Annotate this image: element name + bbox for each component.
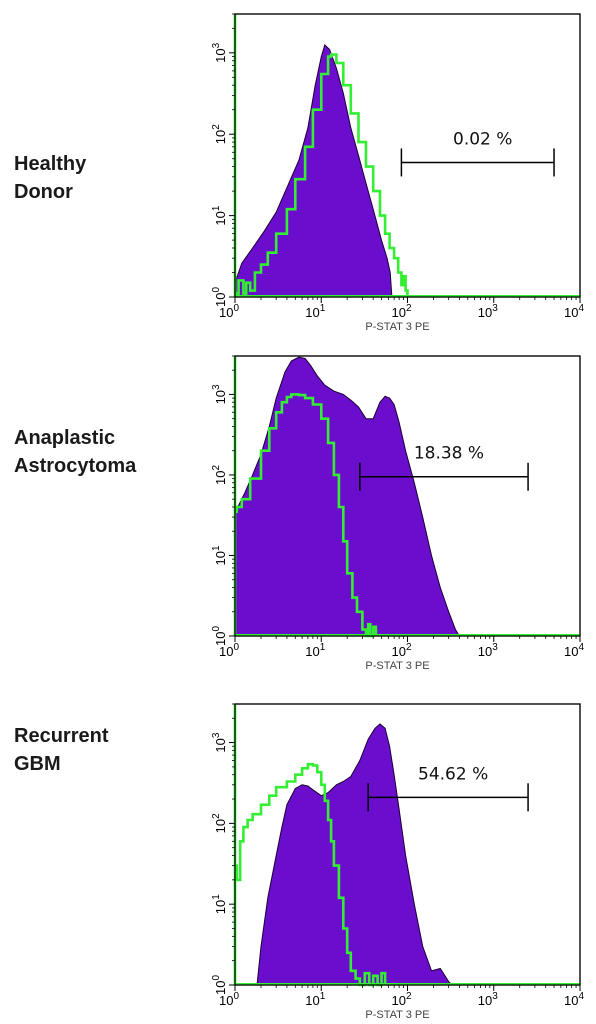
x-tick-label: 101 [305,642,325,659]
x-tick-label: 104 [564,991,584,1008]
panel-label-anaplastic-astrocytoma: Anaplastic Astrocytoma [14,424,174,480]
y-tick-label: 102 [211,813,228,833]
series-filled-histogram [234,43,393,298]
x-tick-label: 103 [478,991,498,1008]
gate-percentage-label: 18.38 % [414,444,484,464]
x-axis-title: P-STAT 3 PE [365,1009,429,1021]
chart-panel-recurrent-gbm: 100 101 102 103 104 100 101 102 103 P-STAT 3 PE 54… [211,703,584,1021]
chart-panel-healthy-donor: 100 101 102 103 104 100 101 102 103 P-STAT 3 PE 0.… [211,13,584,333]
y-tick-label: 103 [211,42,228,62]
y-tick-label: 103 [211,384,228,404]
x-tick-label: 100 [219,642,239,659]
panel-label-healthy-donor: Healthy Donor [14,150,174,206]
y-tick-label: 100 [211,287,228,307]
series-filled-histogram [234,356,461,637]
y-tick-label: 100 [211,626,228,646]
panel-label-line: Recurrent [14,725,109,747]
gate-percentage-label: 54.62 % [418,764,488,784]
y-tick-label: 101 [211,894,228,914]
y-tick-label: 101 [211,205,228,225]
x-tick-label: 100 [219,303,239,320]
y-tick-label: 102 [211,464,228,484]
y-tick-label: 103 [211,732,228,752]
y-tick-label: 100 [211,975,228,995]
x-tick-label: 102 [391,642,411,659]
x-tick-label: 103 [478,642,498,659]
x-tick-label: 104 [564,642,584,659]
y-tick-label: 102 [211,124,228,144]
panel-label-line: Donor [14,181,73,203]
x-tick-label: 101 [305,991,325,1008]
x-axis-title: P-STAT 3 PE [365,321,429,333]
panel-label-line: Astrocytoma [14,455,137,477]
gate-percentage-label: 0.02 % [453,129,512,149]
x-tick-label: 103 [478,303,498,320]
panel-label-line: Anaplastic [14,427,116,449]
series-filled-histogram [256,723,454,986]
x-tick-label: 101 [305,303,325,320]
chart-panel-anaplastic-astrocytoma: 100 101 102 103 104 100 101 102 103 P-STAT 3 PE 18… [211,355,584,672]
x-tick-label: 102 [391,303,411,320]
x-tick-label: 102 [391,991,411,1008]
panel-label-recurrent-gbm: Recurrent GBM [14,722,174,778]
panel-label-line: Healthy [14,153,87,175]
x-tick-label: 104 [564,303,584,320]
x-tick-label: 100 [219,991,239,1008]
y-tick-label: 101 [211,545,228,565]
panel-label-line: GBM [14,753,61,775]
x-axis-title: P-STAT 3 PE [365,660,429,672]
